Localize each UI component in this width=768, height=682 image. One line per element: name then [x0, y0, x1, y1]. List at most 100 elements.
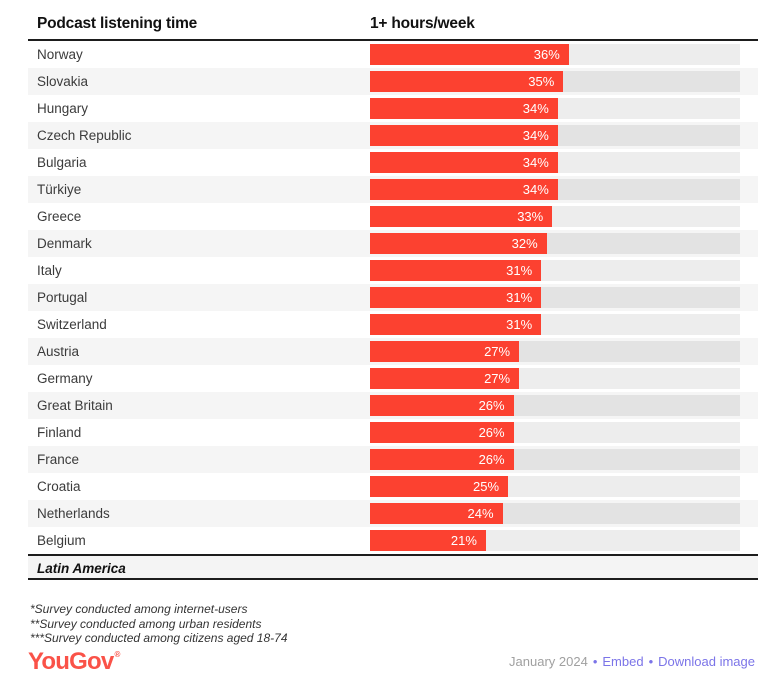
country-label: Türkiye: [37, 182, 82, 197]
embed-link[interactable]: Embed: [602, 654, 644, 669]
value-bar: 26%: [370, 395, 514, 416]
value-bar: 31%: [370, 287, 542, 308]
value-label: 31%: [506, 263, 533, 278]
yougov-logo: YouGov®: [28, 643, 120, 674]
value-bar: 26%: [370, 422, 514, 443]
country-label: Italy: [37, 263, 62, 278]
chart-title: Podcast listening time: [37, 15, 198, 32]
value-bar: 35%: [370, 71, 564, 92]
table-row: Türkiye 34%: [28, 176, 758, 203]
value-bar: 31%: [370, 260, 542, 281]
bar-track: 26%: [370, 395, 740, 416]
bar-track: 27%: [370, 368, 740, 389]
value-bar: 24%: [370, 503, 503, 524]
table-row: Finland 26%: [28, 419, 758, 446]
column-header: 1+ hours/week: [370, 15, 475, 32]
value-bar: 34%: [370, 152, 558, 173]
bar-chart: Norway 36% Slovakia 35% Hungary 34%: [28, 41, 758, 554]
bar-track: 34%: [370, 179, 740, 200]
value-label: 31%: [506, 317, 533, 332]
country-label: France: [37, 452, 80, 467]
value-label: 25%: [473, 479, 500, 494]
footer-date: January 2024: [509, 654, 588, 669]
value-label: 24%: [467, 506, 494, 521]
country-label: Switzerland: [37, 317, 107, 332]
table-row: Greece 33%: [28, 203, 758, 230]
value-label: 34%: [522, 155, 549, 170]
footnotes: *Survey conducted among internet-users *…: [30, 602, 768, 646]
value-label: 31%: [506, 290, 533, 305]
country-label: Croatia: [37, 479, 81, 494]
value-label: 34%: [522, 182, 549, 197]
footnote-1: *Survey conducted among internet-users: [30, 602, 248, 616]
value-bar: 27%: [370, 341, 520, 362]
value-label: 27%: [484, 344, 511, 359]
table-row: France 26%: [28, 446, 758, 473]
table-row: Bulgaria 34%: [28, 149, 758, 176]
footer: YouGov® January 2024 • Embed • Download imag…: [28, 643, 755, 674]
bar-cell: 34%: [370, 122, 758, 149]
country-label: Great Britain: [37, 398, 113, 413]
bar-cell: 31%: [370, 284, 758, 311]
bar-cell: 27%: [370, 338, 758, 365]
value-label: 34%: [522, 128, 549, 143]
bullet-separator: •: [592, 654, 598, 669]
bar-track: 32%: [370, 233, 740, 254]
table-row: Norway 36%: [28, 41, 758, 68]
table-row: Slovakia 35%: [28, 68, 758, 95]
bar-cell: 34%: [370, 95, 758, 122]
country-label: Finland: [37, 425, 82, 440]
value-bar: 32%: [370, 233, 547, 254]
bar-cell: 34%: [370, 149, 758, 176]
bar-track: 27%: [370, 341, 740, 362]
footer-meta: January 2024 • Embed • Download image: [509, 654, 755, 674]
registered-trademark-icon: ®: [114, 650, 120, 659]
download-image-link[interactable]: Download image: [658, 654, 755, 669]
value-label: 26%: [478, 398, 505, 413]
value-label: 26%: [478, 452, 505, 467]
country-label: Hungary: [37, 101, 89, 116]
table-row: Great Britain 26%: [28, 392, 758, 419]
value-bar: 25%: [370, 476, 509, 497]
bar-track: 34%: [370, 152, 740, 173]
table-row: Portugal 31%: [28, 284, 758, 311]
bar-track: 31%: [370, 260, 740, 281]
value-bar: 34%: [370, 98, 558, 119]
bar-track: 25%: [370, 476, 740, 497]
country-label: Norway: [37, 47, 83, 62]
value-bar: 26%: [370, 449, 514, 470]
table-row: Czech Republic 34%: [28, 122, 758, 149]
bar-cell: 26%: [370, 419, 758, 446]
value-label: 33%: [517, 209, 544, 224]
bar-track: 34%: [370, 125, 740, 146]
bar-cell: 33%: [370, 203, 758, 230]
bar-cell: 26%: [370, 446, 758, 473]
country-label: Czech Republic: [37, 128, 132, 143]
country-label: Austria: [37, 344, 80, 359]
value-label: 36%: [533, 47, 560, 62]
section-band-latin-america: Latin America: [28, 554, 758, 580]
value-bar: 21%: [370, 530, 486, 551]
table-row: Denmark 32%: [28, 230, 758, 257]
section-label: Latin America: [37, 561, 126, 576]
bar-track: 21%: [370, 530, 740, 551]
bar-track: 24%: [370, 503, 740, 524]
table-row: Belgium 21%: [28, 527, 758, 554]
country-label: Slovakia: [37, 74, 89, 89]
country-label: Greece: [37, 209, 82, 224]
footnote-2: **Survey conducted among urban residents: [30, 616, 262, 631]
table-header: Podcast listening time 1+ hours/week: [28, 0, 758, 41]
value-label: 21%: [450, 533, 477, 548]
table-row: Croatia 25%: [28, 473, 758, 500]
bar-cell: 31%: [370, 257, 758, 284]
bar-cell: 36%: [370, 41, 758, 68]
bar-track: 33%: [370, 206, 740, 227]
yougov-logo-text: YouGov: [28, 648, 114, 675]
bar-cell: 26%: [370, 392, 758, 419]
country-label: Netherlands: [37, 506, 110, 521]
bar-track: 26%: [370, 422, 740, 443]
bar-cell: 24%: [370, 500, 758, 527]
bar-cell: 21%: [370, 527, 758, 554]
bar-track: 36%: [370, 44, 740, 65]
